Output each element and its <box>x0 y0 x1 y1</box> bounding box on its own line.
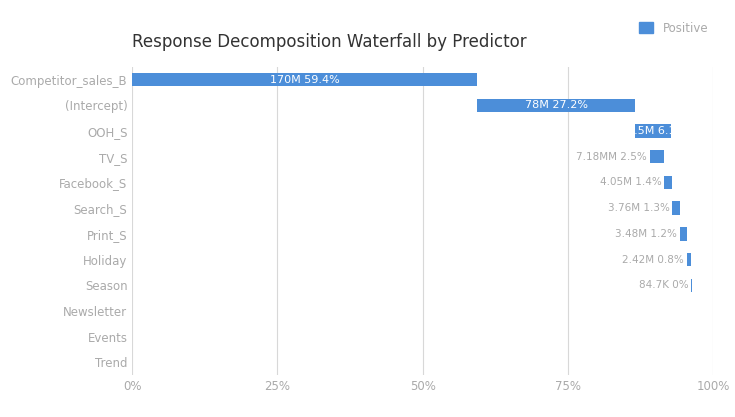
Bar <box>650 150 664 163</box>
Text: 84.7K 0%: 84.7K 0% <box>639 280 689 290</box>
Legend: Positive: Positive <box>634 17 713 40</box>
Bar <box>477 98 635 112</box>
Bar <box>132 73 477 86</box>
Text: Response Decomposition Waterfall by Predictor: Response Decomposition Waterfall by Pred… <box>132 33 527 51</box>
Text: 2.42M 0.8%: 2.42M 0.8% <box>622 255 684 264</box>
Text: 17.5M 6.1%: 17.5M 6.1% <box>620 126 686 136</box>
Bar <box>664 176 673 189</box>
Text: 78M 27.2%: 78M 27.2% <box>525 100 588 110</box>
Bar <box>680 227 686 241</box>
Bar <box>673 201 680 215</box>
Text: 7.18MM 2.5%: 7.18MM 2.5% <box>576 152 647 162</box>
Text: 3.76M 1.3%: 3.76M 1.3% <box>608 203 670 213</box>
Text: 4.05M 1.4%: 4.05M 1.4% <box>600 178 662 187</box>
Text: 3.48M 1.2%: 3.48M 1.2% <box>615 229 677 239</box>
Bar <box>686 253 692 266</box>
Text: 170M 59.4%: 170M 59.4% <box>270 75 340 85</box>
Bar <box>635 124 670 138</box>
